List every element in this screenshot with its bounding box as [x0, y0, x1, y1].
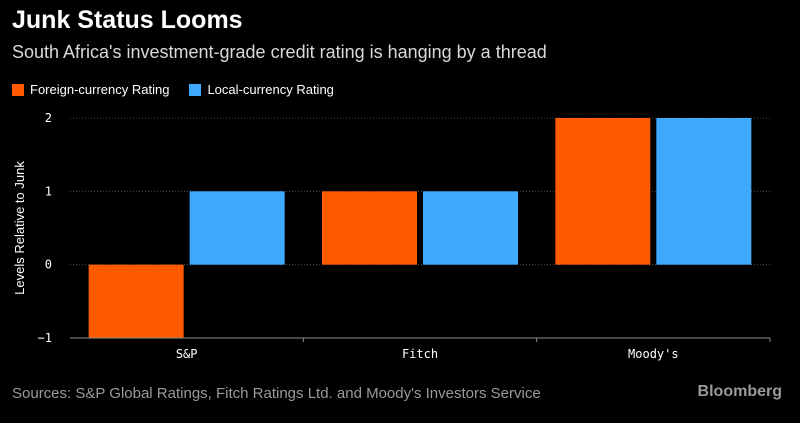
- legend-item-foreign: Foreign-currency Rating: [12, 82, 169, 97]
- legend-swatch-foreign: [12, 83, 24, 96]
- y-tick-label: 1: [45, 184, 52, 198]
- x-tick-labels: S&P Fitch Moody's: [176, 338, 771, 361]
- bar-foreign-0: [88, 264, 184, 338]
- y-tick-label: 0: [45, 258, 52, 272]
- y-tick-labels: −1 0 1 2: [38, 111, 52, 345]
- legend-label-foreign: Foreign-currency Rating: [30, 82, 170, 97]
- chart-subtitle: South Africa's investment-grade credit r…: [12, 42, 547, 62]
- source-note: Sources: S&P Global Ratings, Fitch Ratin…: [12, 385, 541, 402]
- y-axis-title: Levels Relative to Junk: [12, 161, 27, 295]
- bloomberg-logo: Bloomberg: [697, 383, 782, 400]
- bars: [88, 118, 752, 338]
- bar-foreign-1: [322, 191, 417, 265]
- x-tick-label: Fitch: [402, 347, 438, 361]
- bar-local-0: [189, 191, 285, 265]
- bar-local-2: [656, 118, 752, 265]
- bar-chart: −1 0 1 2 S&P Fitch Moody's Levels Relative to…: [12, 111, 771, 361]
- legend-swatch-local: [189, 83, 202, 96]
- y-tick-label: −1: [38, 331, 52, 345]
- y-tick-label: 2: [45, 111, 52, 125]
- x-tick-label: S&P: [176, 347, 198, 361]
- bar-foreign-2: [555, 118, 651, 265]
- legend-label-local: Local-currency Rating: [207, 82, 334, 97]
- legend-item-local: Local-currency Rating: [189, 82, 334, 97]
- chart-title: Junk Status Looms: [12, 6, 243, 34]
- legend: Foreign-currency Rating Local-currency R…: [12, 82, 354, 97]
- bar-local-1: [423, 191, 518, 265]
- x-tick-label: Moody's: [628, 347, 679, 361]
